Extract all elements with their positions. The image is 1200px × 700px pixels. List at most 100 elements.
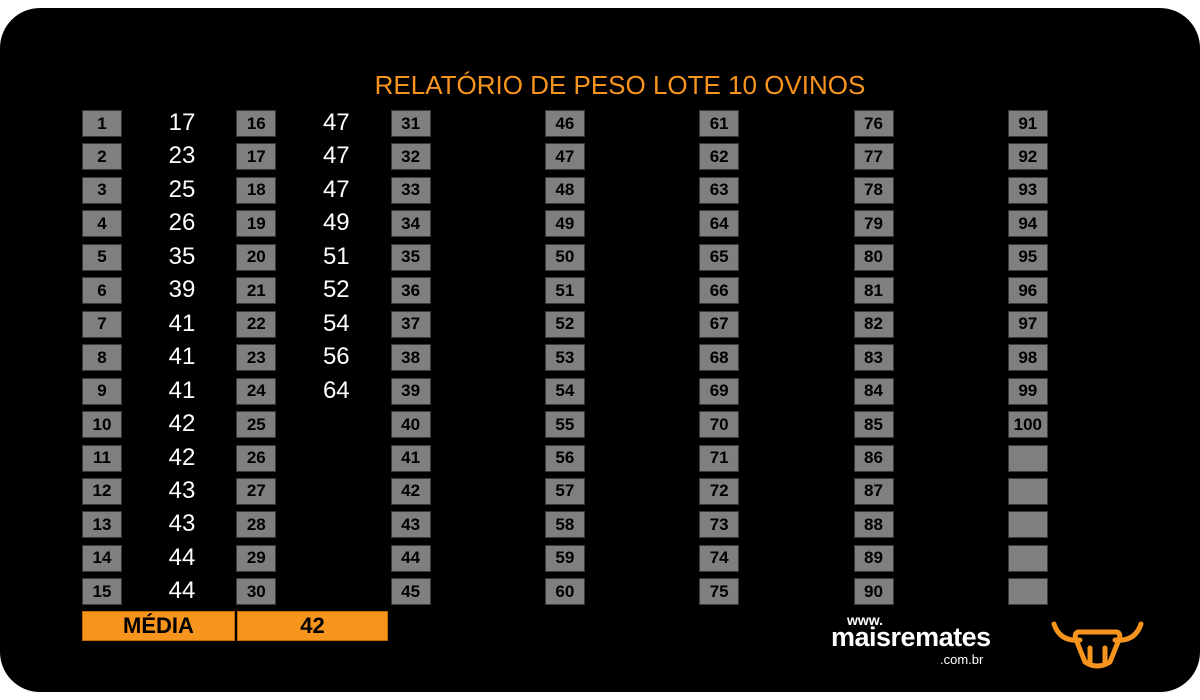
logo-suffix: .com.br — [940, 652, 984, 667]
animal-number: 45 — [390, 578, 431, 606]
weight: 47 — [322, 175, 350, 203]
animal-number: 51 — [544, 277, 585, 305]
weight: 39 — [168, 276, 196, 304]
animal-number: 62 — [699, 143, 740, 171]
animal-number: 42 — [390, 477, 431, 505]
weight: 42 — [168, 443, 196, 471]
animal-number: 80 — [853, 243, 894, 271]
weight: 43 — [168, 476, 196, 504]
animal-number: 96 — [1007, 277, 1048, 305]
animal-number: 59 — [544, 544, 585, 572]
animal-number: 90 — [853, 578, 894, 606]
weight: 64 — [322, 376, 350, 404]
animal-number: 8 — [82, 344, 122, 372]
animal-number: 69 — [699, 377, 740, 405]
animal-number: 22 — [236, 310, 277, 338]
animal-number: 25 — [236, 411, 277, 439]
animal-number: 33 — [390, 176, 431, 204]
animal-number: 85 — [853, 411, 894, 439]
animal-number: 19 — [236, 210, 277, 238]
animal-number: 9 — [82, 377, 122, 405]
weight: 41 — [168, 343, 196, 371]
animal-number: 3 — [82, 176, 122, 204]
animal-number: 31 — [390, 110, 431, 137]
animal-number: 29 — [236, 544, 277, 572]
weight: 56 — [322, 343, 350, 371]
empty-cell — [1007, 444, 1048, 472]
weight: 26 — [168, 209, 196, 237]
animal-number: 61 — [699, 110, 740, 137]
weight: 44 — [168, 543, 196, 571]
title: RELATÓRIO DE PESO LOTE 10 OVINOS — [374, 70, 866, 100]
animal-number: 2 — [82, 143, 122, 171]
animal-number: 86 — [853, 444, 894, 472]
animal-number: 39 — [390, 377, 431, 405]
weight: 52 — [322, 276, 350, 304]
animal-number: 13 — [82, 511, 122, 539]
animal-number: 14 — [82, 544, 122, 572]
animal-number: 89 — [853, 544, 894, 572]
animal-number: 71 — [699, 444, 740, 472]
animal-number: 6 — [82, 277, 122, 305]
animal-number: 40 — [390, 411, 431, 439]
animal-number: 91 — [1007, 110, 1048, 137]
animal-number: 76 — [853, 110, 894, 137]
animal-number: 82 — [853, 310, 894, 338]
empty-cell — [1007, 544, 1048, 572]
animal-number: 30 — [236, 578, 277, 606]
animal-number: 57 — [544, 477, 585, 505]
animal-number: 1 — [82, 110, 122, 137]
animal-number: 100 — [1007, 411, 1048, 439]
animal-number: 68 — [699, 344, 740, 372]
logo-icon — [1051, 621, 1144, 669]
animal-number: 28 — [236, 511, 277, 539]
background — [0, 8, 1200, 692]
animal-number: 67 — [699, 310, 740, 338]
animal-number: 50 — [544, 243, 585, 271]
animal-number: 98 — [1007, 344, 1048, 372]
animal-number: 21 — [236, 277, 277, 305]
average-label: MÉDIA — [82, 611, 235, 641]
logo-prefix: www. — [847, 612, 884, 628]
animal-number: 36 — [390, 277, 431, 305]
empty-cell — [1007, 578, 1048, 606]
animal-number: 77 — [853, 143, 894, 171]
animal-number: 52 — [544, 310, 585, 338]
animal-number: 63 — [699, 176, 740, 204]
weight: 49 — [322, 209, 350, 237]
animal-number: 53 — [544, 344, 585, 372]
animal-number: 60 — [544, 578, 585, 606]
animal-number: 92 — [1007, 143, 1048, 171]
animal-number: 55 — [544, 411, 585, 439]
weight: 25 — [168, 175, 196, 203]
animal-number: 94 — [1007, 210, 1048, 238]
animal-number: 35 — [390, 243, 431, 271]
animal-number: 18 — [236, 176, 277, 204]
animal-number: 24 — [236, 377, 277, 405]
weight: 47 — [322, 142, 350, 170]
animal-number: 66 — [699, 277, 740, 305]
animal-number: 37 — [390, 310, 431, 338]
weight: 42 — [168, 410, 196, 438]
animal-number: 11 — [82, 444, 122, 472]
animal-number: 79 — [853, 210, 894, 238]
empty-cell — [1007, 511, 1048, 539]
animal-number: 72 — [699, 477, 740, 505]
animal-number: 64 — [699, 210, 740, 238]
animal-number: 34 — [390, 210, 431, 238]
animal-number: 16 — [236, 110, 277, 137]
animal-number: 7 — [82, 310, 122, 338]
animal-number: 58 — [544, 511, 585, 539]
animal-number: 74 — [699, 544, 740, 572]
animal-number: 17 — [236, 143, 277, 171]
logo-name: maisremates — [831, 622, 991, 652]
animal-number: 27 — [236, 477, 277, 505]
weight: 54 — [322, 309, 350, 337]
weight: 47 — [322, 109, 350, 136]
weight: 17 — [168, 109, 196, 136]
animal-number: 5 — [82, 243, 122, 271]
animal-number: 32 — [390, 143, 431, 171]
weight: 44 — [168, 577, 196, 605]
average-value: 42 — [237, 611, 388, 641]
